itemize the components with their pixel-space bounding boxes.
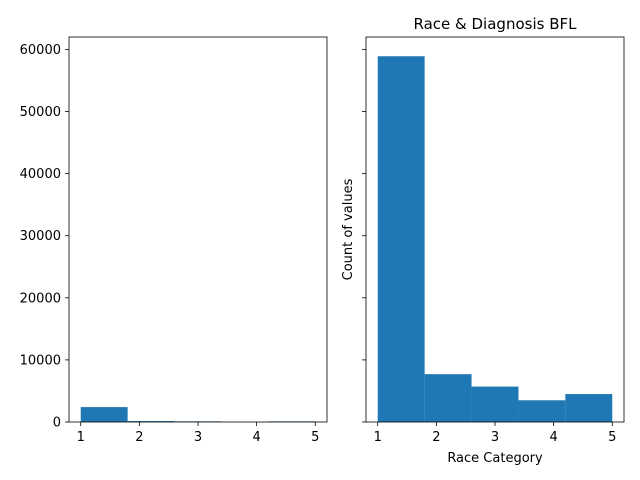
x-tick-label: 1 bbox=[374, 430, 382, 445]
histogram-bar bbox=[471, 386, 519, 422]
histogram-bar bbox=[565, 394, 613, 422]
x-axis-label: Race Category bbox=[447, 451, 543, 466]
chart-title: Race & Diagnosis BFL bbox=[414, 15, 578, 33]
histogram-bar bbox=[518, 400, 566, 422]
x-tick-label: 3 bbox=[491, 430, 499, 445]
histogram-bar bbox=[80, 407, 128, 422]
y-axis-label: Count of values bbox=[341, 178, 356, 280]
x-tick-label: 5 bbox=[311, 430, 319, 445]
left-histogram-panel: 1 2 3 4 5 0 10000 20000 30000 40000 50000 60000 bbox=[20, 36, 328, 445]
histogram-bar bbox=[127, 421, 175, 422]
y-tick-label: 10000 bbox=[20, 353, 61, 368]
y-tick-label: 50000 bbox=[20, 105, 61, 120]
y-tick-label: 30000 bbox=[20, 229, 61, 244]
histogram-bar bbox=[377, 56, 425, 422]
y-tick-label: 40000 bbox=[20, 167, 61, 182]
axes-frame bbox=[68, 36, 328, 423]
x-tick-label: 4 bbox=[549, 430, 557, 445]
x-tick-label: 2 bbox=[135, 430, 143, 445]
x-tick-label: 4 bbox=[252, 430, 260, 445]
right-histogram-panel: 1 2 3 4 5 Race & Diagnosis BFL Race Category Co… bbox=[341, 15, 625, 466]
x-tick-label: 3 bbox=[194, 430, 202, 445]
y-tick-label: 60000 bbox=[20, 43, 61, 58]
y-tick-label: 0 bbox=[53, 416, 61, 431]
x-tick-label: 1 bbox=[77, 430, 85, 445]
histogram-bar bbox=[424, 374, 472, 422]
y-tick-label: 20000 bbox=[20, 291, 61, 306]
x-tick-label: 2 bbox=[432, 430, 440, 445]
x-tick-label: 5 bbox=[608, 430, 616, 445]
